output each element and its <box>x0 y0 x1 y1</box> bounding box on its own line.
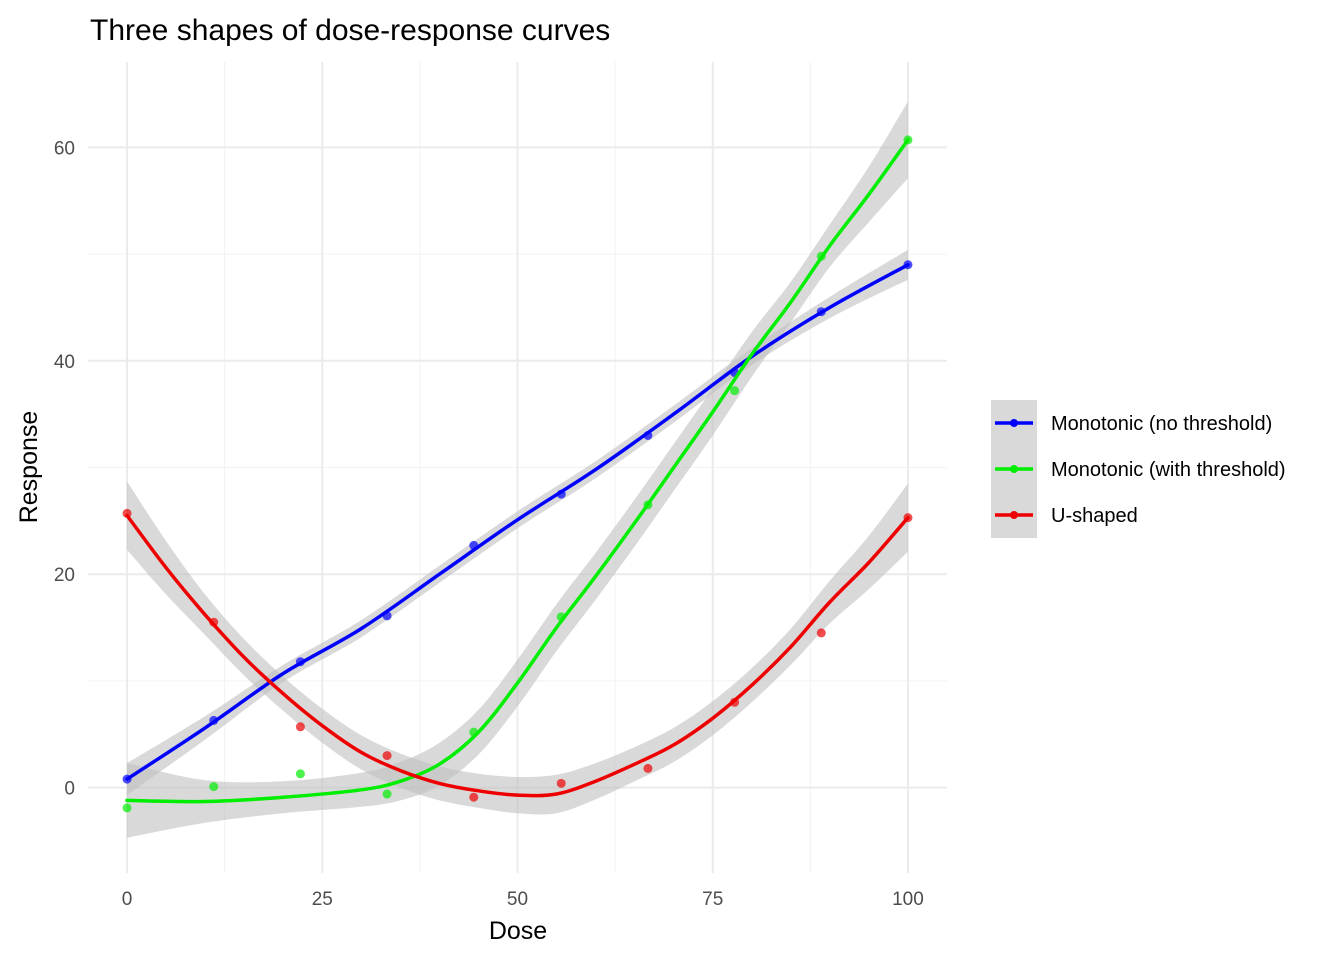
data-point <box>382 789 392 799</box>
y-tick-label: 20 <box>54 565 75 586</box>
legend-key-point <box>1010 419 1018 427</box>
grid <box>88 62 947 873</box>
legend-key-point <box>1010 511 1018 519</box>
x-tick-label: 75 <box>702 889 723 910</box>
fit-curve-2 <box>125 513 910 798</box>
legend-label: U-shaped <box>1051 505 1138 527</box>
y-axis-ticks: 0 20 40 60 <box>54 138 75 799</box>
x-tick-label: 25 <box>312 889 333 910</box>
data-point <box>556 778 566 788</box>
y-axis-title: Response <box>15 411 43 524</box>
confidence-band-2 <box>127 481 908 815</box>
legend: Monotonic (no threshold) Monotonic (with … <box>991 400 1286 538</box>
data-point <box>730 386 740 396</box>
plot-panel <box>88 62 947 873</box>
chart-title: Three shapes of dose-response curves <box>90 14 610 47</box>
confidence-band-1 <box>127 101 908 838</box>
legend-label: Monotonic (with threshold) <box>1051 459 1286 481</box>
legend-label: Monotonic (no threshold) <box>1051 413 1272 435</box>
fit-curves <box>125 138 910 804</box>
fit-curve-0 <box>125 263 910 781</box>
x-tick-label: 100 <box>892 889 924 910</box>
data-point <box>295 769 305 779</box>
y-tick-label: 40 <box>54 352 75 373</box>
fit-curve-1 <box>125 138 910 804</box>
x-axis-title: Dose <box>489 917 547 945</box>
data-point <box>122 803 132 813</box>
data-point <box>816 628 826 638</box>
legend-key-point <box>1010 465 1018 473</box>
data-point <box>122 508 132 518</box>
x-tick-label: 0 <box>122 889 133 910</box>
data-point <box>469 792 479 802</box>
x-axis-ticks: 0 25 50 75 100 <box>122 889 924 910</box>
data-point <box>643 763 653 773</box>
x-tick-label: 50 <box>507 889 528 910</box>
y-tick-label: 60 <box>54 138 75 159</box>
data-point <box>209 782 219 792</box>
data-point <box>382 751 392 761</box>
y-tick-label: 0 <box>64 779 75 800</box>
data-point <box>295 722 305 732</box>
